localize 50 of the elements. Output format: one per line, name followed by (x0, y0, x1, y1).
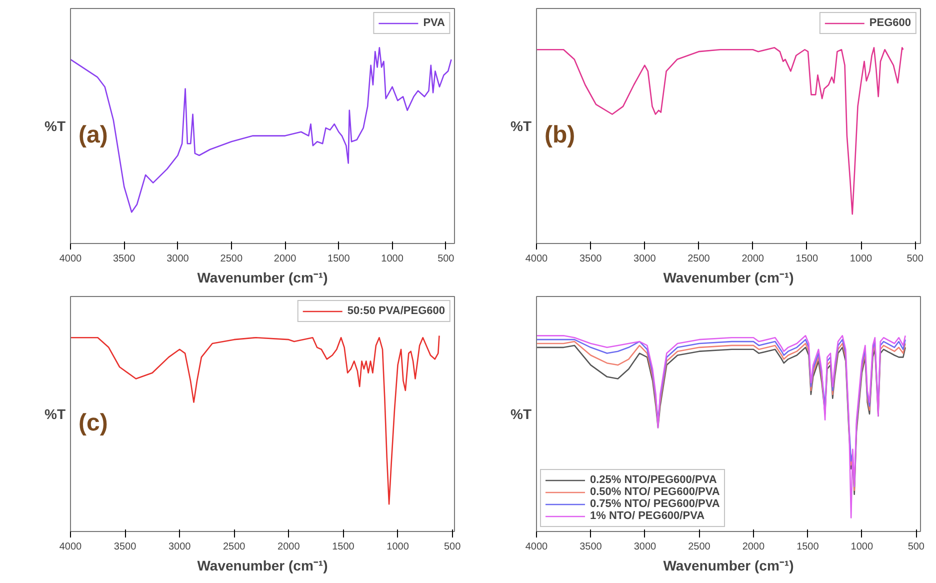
y-axis-title: %T (44, 406, 66, 422)
x-axis-title: Wavenumber (cm⁻¹) (663, 270, 794, 286)
legend-label: PEG600 (869, 17, 911, 29)
x-tick-label: 2000 (742, 542, 766, 552)
x-tick-label: 3000 (168, 542, 192, 552)
y-axis-title: %T (44, 118, 66, 134)
x-tick-label: 4000 (59, 542, 82, 552)
x-tick-label: 4000 (59, 254, 82, 264)
x-tick-label: 500 (908, 542, 925, 552)
x-tick-label: 1000 (381, 254, 404, 264)
x-tick-label: 1500 (796, 254, 818, 264)
annotation: (b) (544, 122, 576, 148)
x-tick-label: 4000 (525, 254, 548, 264)
y-axis-title: %T (510, 118, 532, 134)
legend-label: 0.25% NTO/PEG600/PVA (590, 474, 717, 486)
x-tick-label: 500 (444, 542, 462, 552)
annotation: (c) (78, 410, 108, 436)
x-tick-label: 3500 (114, 542, 137, 552)
x-tick-label: 2500 (220, 254, 243, 264)
x-tick-label: 3500 (113, 254, 136, 264)
x-axis-title: Wavenumber (cm⁻¹) (663, 558, 794, 574)
x-tick-label: 500 (438, 254, 455, 264)
x-tick-label: 3000 (166, 254, 190, 264)
x-tick-label: 500 (906, 254, 924, 264)
legend-label: 0.75% NTO/ PEG600/PVA (590, 498, 720, 510)
x-tick-label: 2000 (742, 254, 764, 264)
legend-label: 1% NTO/ PEG600/PVA (590, 510, 705, 522)
x-tick-label: 1500 (796, 542, 820, 552)
x-tick-label: 1500 (328, 254, 350, 264)
x-tick-label: 1500 (332, 542, 355, 552)
y-axis-title: %T (510, 406, 532, 422)
x-tick-label: 1000 (386, 542, 410, 552)
annotation: (a) (78, 122, 108, 148)
x-tick-label: 3000 (634, 542, 657, 552)
x-tick-label: 1000 (850, 542, 874, 552)
x-axis-title: Wavenumber (cm⁻¹) (197, 558, 328, 574)
legend-label: 50:50 PVA/PEG600 (347, 305, 445, 317)
x-tick-label: 3000 (634, 254, 656, 264)
legend-label: 0.50% NTO/ PEG600/PVA (590, 486, 720, 498)
x-tick-label: 4000 (525, 542, 548, 552)
x-tick-label: 2500 (688, 542, 711, 552)
x-tick-label: 2500 (688, 254, 710, 264)
x-tick-label: 2500 (223, 542, 246, 552)
legend-label: PVA (423, 17, 445, 29)
x-tick-label: 1000 (850, 254, 873, 264)
x-tick-label: 3500 (579, 254, 602, 264)
x-tick-label: 3500 (580, 542, 602, 552)
x-tick-label: 2000 (274, 254, 297, 264)
x-tick-label: 2000 (278, 542, 300, 552)
x-axis-title: Wavenumber (cm⁻¹) (197, 270, 328, 286)
